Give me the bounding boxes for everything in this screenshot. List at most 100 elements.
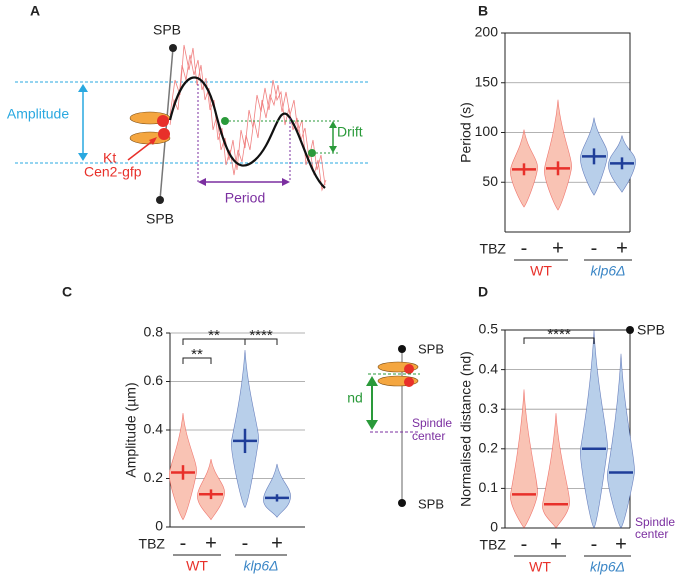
period-label: Period [225,190,265,206]
arrow-head [78,84,88,161]
spb-label: SPB [418,341,444,356]
kt-label: Kt [103,150,116,166]
mean-marker [233,428,257,454]
mean-marker [512,163,536,176]
trace [169,54,327,192]
cen-dot [157,115,169,127]
violin [607,353,635,529]
significance-bracket [244,338,278,345]
mean-marker [610,157,634,170]
significance-label: **** [249,327,273,344]
spb-dot [156,196,164,204]
y-tick-label: 150 [475,73,499,89]
violin [510,389,538,529]
y-tick-label: 100 [475,123,499,139]
x-tick-label: + [205,532,217,554]
violin [263,463,291,518]
cen-dot [404,377,414,387]
bottom-label: center [635,527,668,541]
mean-marker [546,161,570,176]
y-tick-label: 0 [490,519,498,535]
condition-label: TBZ [480,241,507,257]
y-tick-label: 0.4 [479,360,499,376]
x-tick-label: + [616,237,628,259]
cen2-label: Cen2-gfp [84,164,142,180]
violin [580,329,608,529]
spb-label: SPB [153,22,181,38]
drift-dot [308,149,316,157]
bottom-label: Spindle [635,515,675,529]
center-label: center [412,429,445,443]
x-tick-label: + [615,533,627,555]
x-tick-label: - [521,237,528,259]
group-label: klp6Δ [590,559,625,575]
panel-label: D [478,284,488,300]
y-axis-label: Normalised distance (nd) [458,351,474,507]
group-label: WT [186,558,208,574]
amplitude-label: Amplitude [7,106,69,122]
spb-dot [626,326,634,334]
top-label: SPB [637,322,665,338]
nd-label: nd [347,390,363,406]
x-tick-label: - [591,533,598,555]
mean-marker [199,489,223,500]
spb-label: SPB [418,496,444,511]
y-tick-label: 0.8 [144,324,164,340]
spb-dot [398,499,406,507]
panel-label: A [30,3,40,19]
mean-marker [582,148,606,165]
y-axis-label: Period (s) [458,102,474,163]
x-tick-label: + [552,237,564,259]
cen-dot [158,128,170,140]
y-tick-label: 0.1 [479,479,499,495]
cen-dot [404,364,414,374]
condition-label: TBZ [139,536,166,552]
x-tick-label: - [521,533,528,555]
y-tick-label: 0.2 [479,440,499,456]
kt-arrow [127,139,155,161]
significance-label: ** [208,327,220,344]
spb-dot [169,44,177,52]
group-label: klp6Δ [243,558,278,574]
significance-bracket [182,357,212,364]
y-tick-label: 0.6 [144,372,164,388]
diagram-a: A Amplitude SPB SPB Kt Cen2-gfp Period D… [7,3,370,227]
y-tick-label: 0.3 [479,400,499,416]
drift-dot [221,117,229,125]
y-tick-label: 0 [155,518,163,534]
y-tick-label: 50 [482,173,498,189]
panel-label: C [62,284,72,300]
y-axis-label: Amplitude (µm) [123,382,139,477]
violin [197,459,225,521]
significance-bracket [523,337,595,344]
panel-label: B [478,3,488,19]
diagram-d: SPB SPB nd Spindle center [347,341,452,511]
group-label: klp6Δ [590,263,625,279]
mean-marker [171,465,195,480]
mean-marker [265,494,289,502]
y-tick-label: 0.5 [479,321,499,337]
y-tick-label: 0.4 [144,421,164,437]
arrow-head [329,121,337,153]
x-tick-label: + [271,532,283,554]
y-tick-label: 0.2 [144,469,164,485]
spb-label: SPB [146,211,174,227]
significance-label: ** [191,346,203,363]
condition-label: TBZ [480,537,507,553]
y-tick-label: 200 [475,24,499,40]
drift-label: Drift [337,124,363,140]
arrow-head [149,137,157,145]
violin [544,99,572,211]
significance-label: **** [547,326,571,343]
group-label: WT [530,263,552,279]
x-tick-label: - [180,532,187,554]
spb-dot [398,345,406,353]
group-label: WT [529,559,551,575]
x-tick-label: - [591,237,598,259]
center-label: Spindle [412,416,452,430]
x-tick-label: + [550,533,562,555]
violin [542,413,570,529]
mean-trace [168,76,326,189]
x-tick-label: - [242,532,249,554]
